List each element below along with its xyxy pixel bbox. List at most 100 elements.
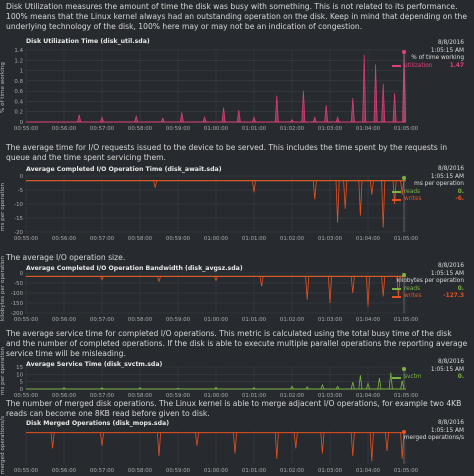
x-tick-label: 00:55:00 bbox=[14, 236, 39, 242]
x-tick-label: 00:59:00 bbox=[166, 468, 191, 474]
x-tick-label: 01:03:00 bbox=[318, 468, 343, 474]
series-spike bbox=[369, 180, 374, 195]
util-plot[interactable]: 1.4 1.2 1 0.8 0.6 0.4 0.2 000:55:00 00:56:00 00:5… bbox=[2, 36, 470, 136]
legend-series-reads[interactable]: reads 0. bbox=[392, 189, 464, 197]
x-tick-label: 01:04:00 bbox=[356, 236, 381, 242]
x-tick-label: 01:02:00 bbox=[280, 393, 305, 397]
series-spike bbox=[350, 97, 355, 123]
util-description: Disk Utilization measures the amount of … bbox=[6, 2, 468, 32]
legend-series-name: svctm bbox=[404, 374, 422, 380]
y-tick-label: 0 bbox=[20, 174, 24, 180]
svctm-chart[interactable]: Average Service Time (disk_svctm.sda) ms… bbox=[0, 347, 470, 397]
x-tick-label: 01:02:00 bbox=[280, 236, 305, 242]
mops-description: The number of merged disk operations. Th… bbox=[6, 399, 462, 419]
series-spike bbox=[335, 180, 340, 223]
series-spike bbox=[176, 387, 180, 390]
legend-date: 8/8/2016 bbox=[437, 359, 464, 365]
x-tick-label: 00:56:00 bbox=[52, 393, 77, 397]
x-tick-label: 01:04:00 bbox=[356, 393, 381, 397]
series-spike bbox=[138, 387, 142, 390]
series-spike bbox=[274, 95, 279, 123]
x-tick-label: 00:57:00 bbox=[90, 468, 115, 474]
series-spike bbox=[157, 276, 161, 283]
x-tick-label: 01:00:00 bbox=[204, 317, 229, 323]
series-spike bbox=[366, 276, 370, 307]
legend-series-reads[interactable]: reads 0. bbox=[392, 286, 464, 294]
legend-series-value: 0. bbox=[457, 188, 464, 195]
series-spike bbox=[214, 276, 218, 282]
x-tick-label: 00:59:00 bbox=[166, 317, 191, 323]
legend-series-name: writes bbox=[404, 293, 422, 299]
mops-chart[interactable]: Disk Merged Operations (disk_mops.sda) m… bbox=[0, 416, 470, 476]
x-tick-label: 01:00:00 bbox=[204, 393, 229, 397]
x-tick-label: 00:58:00 bbox=[128, 393, 153, 397]
legend-series-svctm[interactable]: svctm 0. bbox=[392, 374, 464, 382]
x-tick-label: 00:57:00 bbox=[90, 236, 115, 242]
legend-date: 8/8/2016 bbox=[437, 420, 464, 426]
series-spike bbox=[293, 432, 298, 449]
series-spike bbox=[350, 432, 355, 457]
y-tick-label: -15 bbox=[14, 216, 23, 222]
x-tick-label: 01:02:00 bbox=[280, 317, 305, 323]
series-spike bbox=[381, 83, 386, 123]
x-tick-label: 01:05:00 bbox=[394, 468, 419, 474]
chart-title: Average Completed I/O Operation Time (di… bbox=[26, 166, 222, 173]
series-spike bbox=[100, 432, 104, 446]
x-tick-label: 01:03:00 bbox=[318, 126, 343, 132]
x-tick-label: 01:00:00 bbox=[204, 126, 229, 132]
await-chart[interactable]: Average Completed I/O Operation Time (di… bbox=[0, 166, 470, 246]
legend-series-utilization[interactable]: utilization 1.47 bbox=[392, 63, 464, 71]
legend-time: 1:05:15 AM bbox=[430, 366, 464, 373]
util-chart[interactable]: Disk Utilization Time (disk_util.sda) % … bbox=[0, 36, 470, 136]
hover-dot bbox=[402, 50, 406, 54]
chart-title: Disk Utilization Time (disk_util.sda) bbox=[26, 38, 150, 45]
series-spike bbox=[400, 380, 405, 390]
x-tick-label: 01:00:00 bbox=[204, 236, 229, 242]
svctm-legend: 8/8/2016 1:05:15 AM svctm 0. bbox=[392, 359, 464, 382]
avgsz-description: The average I/O operation size. bbox=[6, 253, 126, 262]
x-tick-label: 00:55:00 bbox=[14, 393, 39, 397]
series-spike bbox=[259, 276, 264, 287]
x-tick-label: 00:56:00 bbox=[52, 236, 77, 242]
x-tick-label: 01:02:00 bbox=[280, 126, 305, 132]
legend-unit: % of time working bbox=[411, 55, 464, 61]
series-spike bbox=[221, 107, 226, 123]
y-tick-label: 15 bbox=[16, 365, 23, 371]
x-tick-label: 00:59:00 bbox=[166, 393, 191, 397]
y-tick-label: -150 bbox=[11, 301, 24, 307]
mops-plot[interactable]: 00:55:00 00:56:00 00:57:00 00:58:00 00:59:00… bbox=[2, 420, 470, 476]
y-tick-label: 0.8 bbox=[14, 79, 23, 85]
series-spike bbox=[179, 112, 184, 123]
series-spike bbox=[100, 276, 104, 281]
y-tick-label: -5 bbox=[18, 188, 23, 194]
series-spike bbox=[305, 276, 310, 300]
legend-time: 1:05:15 AM bbox=[430, 270, 464, 277]
y-tick-label: 0 bbox=[20, 387, 24, 393]
series-spike bbox=[289, 118, 295, 123]
x-tick-label: 00:58:00 bbox=[128, 236, 153, 242]
series-spike bbox=[77, 114, 82, 123]
x-tick-label: 01:01:00 bbox=[242, 393, 267, 397]
series-spike bbox=[358, 180, 363, 216]
y-tick-label: 1.2 bbox=[14, 58, 23, 64]
series-spike bbox=[373, 64, 378, 123]
series-spike bbox=[328, 276, 332, 304]
legend-series-writes[interactable]: writes -6. bbox=[392, 196, 464, 204]
await-legend: 8/8/2016 1:05:15 AM ms per operation rea… bbox=[392, 166, 464, 204]
chart-title: Average Service Time (disk_svctm.sda) bbox=[26, 361, 163, 368]
x-tick-label: 00:57:00 bbox=[90, 393, 115, 397]
y-tick-label: 0 bbox=[20, 120, 24, 126]
legend-series-value: 0. bbox=[457, 285, 464, 292]
legend-series-value: -6. bbox=[455, 196, 464, 202]
x-tick-label: 01:04:00 bbox=[356, 126, 381, 132]
avgsz-chart[interactable]: Average Completed I/O Operation Bandwidt… bbox=[0, 256, 470, 325]
series-spike bbox=[160, 117, 165, 123]
legend-series-name: writes bbox=[404, 196, 422, 202]
y-tick-label: -200 bbox=[11, 311, 24, 317]
x-tick-label: 01:04:00 bbox=[356, 317, 381, 323]
legend-series-writes[interactable]: writes -127.3 bbox=[392, 293, 464, 301]
y-tick-label: 10 bbox=[16, 372, 23, 378]
series-spike bbox=[362, 54, 367, 123]
